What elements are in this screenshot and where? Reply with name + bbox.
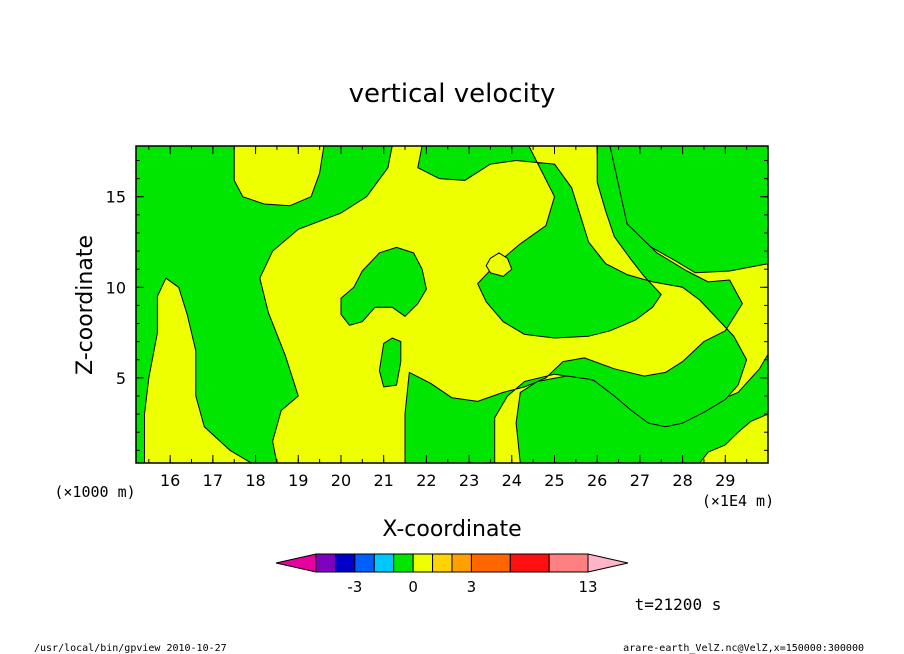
x-tick-label: 27 xyxy=(630,471,650,490)
x-tick-label: 23 xyxy=(459,471,479,490)
time-annotation: t=21200 s xyxy=(635,595,722,614)
x-axis-label: X-coordinate xyxy=(382,517,521,542)
colorbar-segment xyxy=(315,553,336,573)
colorbar-segment xyxy=(451,553,472,573)
y-tick-label: 5 xyxy=(116,369,126,388)
x-tick-label: 19 xyxy=(288,471,308,490)
contour-region-yellow-blob-small xyxy=(485,252,513,277)
x-tick-label: 16 xyxy=(160,471,180,490)
x-unit-note: (×1E4 m) xyxy=(702,492,774,510)
colorbar-segment xyxy=(354,553,375,573)
contour-region-green-top-left xyxy=(136,146,393,463)
y-unit-note: (×1000 m) xyxy=(54,483,135,501)
colorbar-segment xyxy=(548,553,589,573)
colorbar-label: 3 xyxy=(467,578,477,596)
y-tick-label: 15 xyxy=(106,188,126,207)
x-tick-label: 28 xyxy=(672,471,692,490)
colorbar-label: -3 xyxy=(347,578,362,596)
x-tick-labels: 16 17 18 19 20 21 22 23 24 25 26 27 28 29 xyxy=(160,471,735,490)
colorbar-labels: -3 0 3 13 xyxy=(347,578,597,596)
colorbar-extend-high xyxy=(587,553,629,573)
colorbar-segment xyxy=(432,553,453,573)
x-tick-label: 17 xyxy=(203,471,223,490)
source-footer: arare-earth_VelZ.nc@VelZ,x=150000:300000 xyxy=(623,643,864,654)
y-tick-label: 10 xyxy=(106,278,126,297)
chart-title: vertical velocity xyxy=(349,79,556,109)
colorbar-segment xyxy=(470,553,511,573)
y-axis-label: Z-coordinate xyxy=(73,235,98,375)
colorbar xyxy=(275,553,629,573)
colorbar-segment xyxy=(373,553,395,573)
x-tick-label: 25 xyxy=(544,471,564,490)
colorbar-label: 13 xyxy=(578,578,597,596)
contour-region-green-blob-small xyxy=(378,337,402,388)
colorbar-label: 0 xyxy=(408,578,418,596)
colorbar-segment xyxy=(412,553,434,573)
y-tick-labels: 5 10 15 xyxy=(106,188,126,388)
colorbar-segment xyxy=(334,553,356,573)
x-tick-label: 20 xyxy=(331,471,351,490)
x-tick-label: 18 xyxy=(245,471,265,490)
plot-frame xyxy=(135,145,769,464)
colorbar-segment xyxy=(509,553,550,573)
x-tick-label: 29 xyxy=(715,471,735,490)
x-tick-label: 22 xyxy=(416,471,436,490)
contour-region-green-center-wide xyxy=(404,146,748,463)
program-footer: /usr/local/bin/gpview 2010-10-27 xyxy=(34,643,227,654)
contour-regions xyxy=(136,146,768,463)
colorbar-extend-low xyxy=(275,553,317,573)
x-tick-label: 24 xyxy=(502,471,522,490)
x-tick-label: 21 xyxy=(373,471,393,490)
plot-area xyxy=(135,145,769,464)
x-tick-label: 26 xyxy=(587,471,607,490)
contour-region-green-blob-center xyxy=(340,246,427,326)
colorbar-segment xyxy=(393,553,414,573)
